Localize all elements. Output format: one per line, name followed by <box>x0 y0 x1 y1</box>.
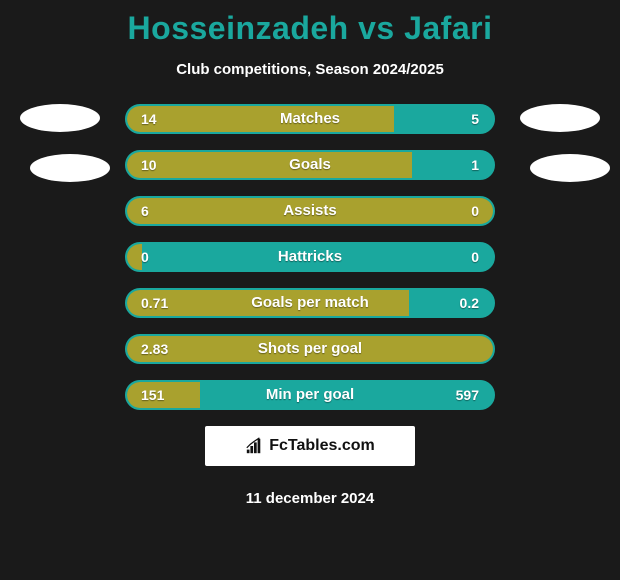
season-subtitle: Club competitions, Season 2024/2025 <box>0 61 620 78</box>
stat-label: Hattricks <box>127 244 493 270</box>
stat-row-shots-per-goal: 2.83Shots per goal <box>125 334 495 364</box>
comparison-area: 14Matches510Goals16Assists00Hattricks00.… <box>0 104 620 410</box>
comparison-title: Hosseinzadeh vs Jafari <box>0 0 620 47</box>
branding-text: FcTables.com <box>269 437 375 455</box>
stat-value-right: 0 <box>471 198 479 224</box>
fctables-logo-icon <box>245 437 263 455</box>
stat-value-right: 0.2 <box>460 290 479 316</box>
stat-label: Goals <box>127 152 493 178</box>
stat-label: Matches <box>127 106 493 132</box>
footer-date: 11 december 2024 <box>0 490 620 507</box>
stat-value-right: 0 <box>471 244 479 270</box>
stat-label: Min per goal <box>127 382 493 408</box>
stat-row-assists: 6Assists0 <box>125 196 495 226</box>
stat-row-goals: 10Goals1 <box>125 150 495 180</box>
branding-badge: FcTables.com <box>205 426 415 466</box>
player-left-avatar-1 <box>20 104 100 132</box>
stat-label: Goals per match <box>127 290 493 316</box>
stat-row-hattricks: 0Hattricks0 <box>125 242 495 272</box>
stat-value-right: 5 <box>471 106 479 132</box>
stat-row-min-per-goal: 151Min per goal597 <box>125 380 495 410</box>
stat-bars: 14Matches510Goals16Assists00Hattricks00.… <box>125 104 495 410</box>
stat-value-right: 597 <box>456 382 479 408</box>
stat-value-right: 1 <box>471 152 479 178</box>
stat-row-goals-per-match: 0.71Goals per match0.2 <box>125 288 495 318</box>
player-right-avatar-2 <box>530 154 610 182</box>
stat-label: Shots per goal <box>127 336 493 362</box>
stat-label: Assists <box>127 198 493 224</box>
stat-row-matches: 14Matches5 <box>125 104 495 134</box>
player-right-avatar-1 <box>520 104 600 132</box>
player-left-avatar-2 <box>30 154 110 182</box>
